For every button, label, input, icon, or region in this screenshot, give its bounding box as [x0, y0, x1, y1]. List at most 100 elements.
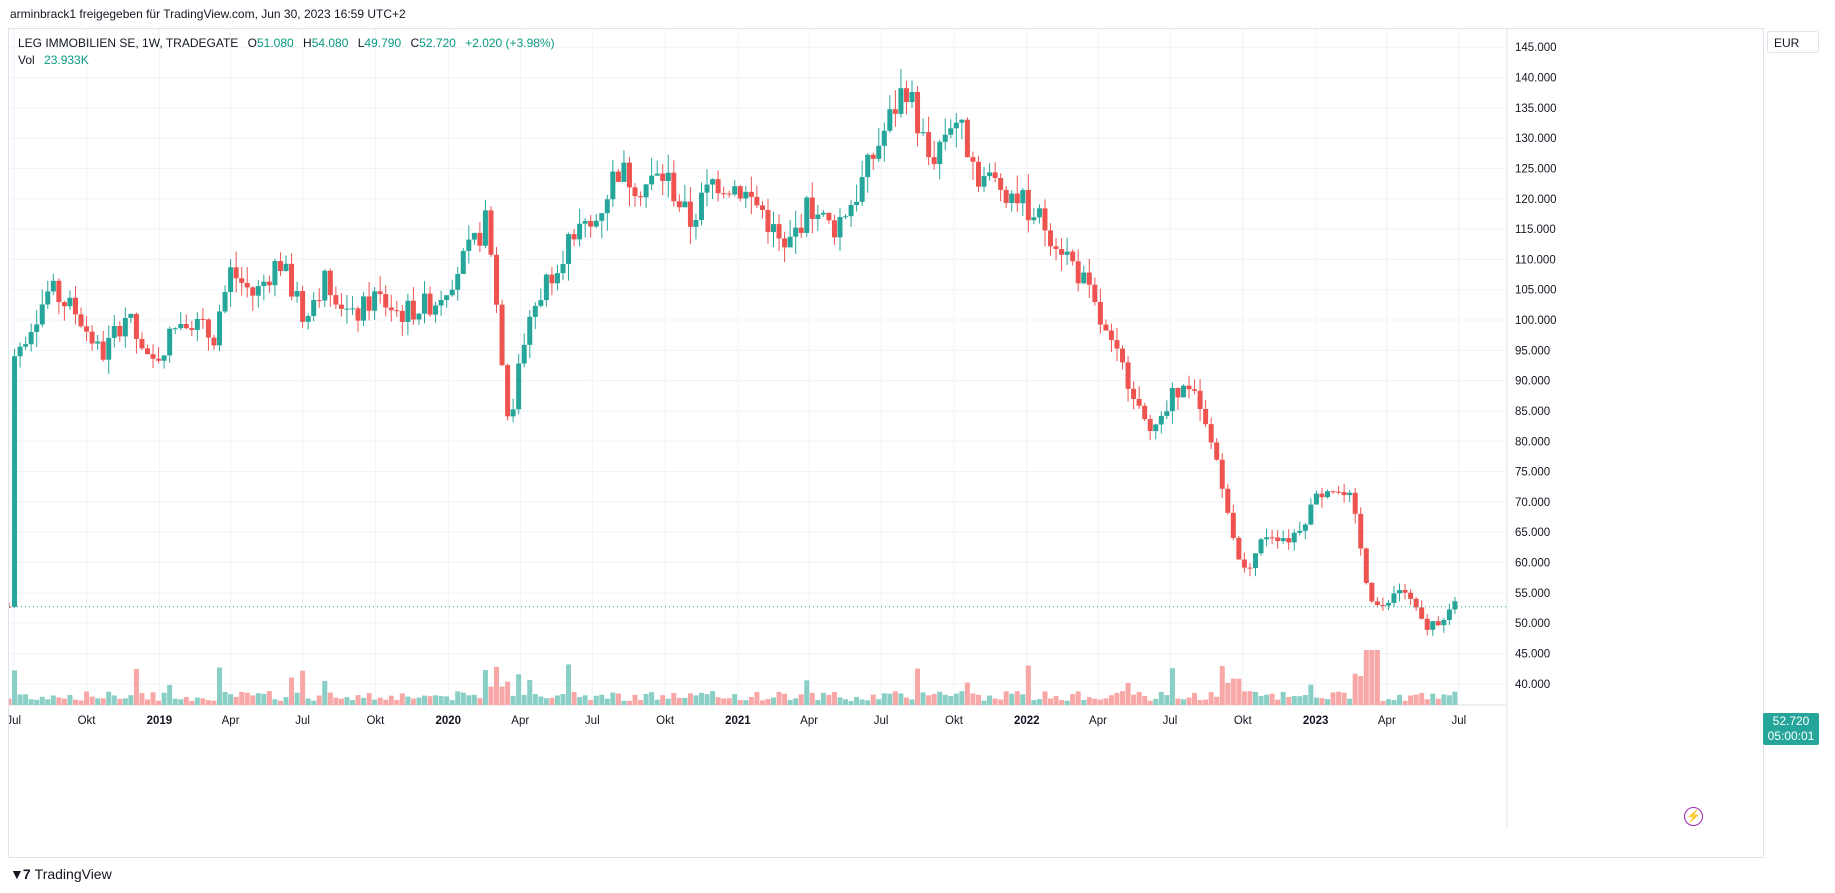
high-value: 54.080 [311, 36, 349, 50]
candle-body [649, 175, 655, 185]
candle-body [826, 212, 832, 221]
y-tick-label: 115.000 [1515, 224, 1556, 236]
candle-body [638, 196, 644, 198]
volume-bar [765, 699, 771, 705]
candle-body [471, 232, 477, 240]
y-tick-label: 40.000 [1515, 679, 1550, 691]
volume-bar [632, 694, 638, 705]
volume-bar [953, 693, 959, 705]
candle-body [250, 287, 256, 296]
volume-bar [1203, 699, 1209, 705]
candle-body [372, 291, 378, 311]
volume-bar [150, 692, 156, 705]
candle-body [194, 318, 200, 330]
chart-plot-area[interactable]: 40.000 45.000 50.000 55.000 60.000 65.000 70.0… [9, 29, 1763, 829]
candle-body [554, 273, 560, 284]
candle-body [903, 88, 909, 103]
candle-body [1192, 389, 1198, 391]
volume-bar [599, 694, 605, 705]
candle-body [732, 186, 738, 195]
candle-body [527, 316, 533, 345]
candle-body [981, 176, 987, 187]
volume-bar [887, 693, 893, 705]
volume-bar [721, 698, 727, 705]
volume-bar [1385, 699, 1391, 705]
volume-bar [1424, 699, 1430, 705]
candle-body [1153, 424, 1159, 432]
volume-bar [1059, 700, 1065, 705]
candle-body [45, 291, 51, 305]
volume-bar [1158, 691, 1164, 705]
candle-body [399, 310, 405, 322]
volume-bar [1020, 694, 1026, 705]
candle-body [787, 236, 793, 248]
candle-body [222, 292, 228, 312]
candle-body [460, 250, 466, 274]
candle-body [593, 220, 599, 227]
volume-bar [405, 696, 411, 705]
candle-body [582, 220, 588, 224]
candle-body [743, 191, 749, 199]
candle-body [1020, 190, 1026, 204]
volume-bar [638, 700, 644, 705]
candle-body [1241, 559, 1247, 568]
volume-bar [78, 700, 84, 705]
volume-bar [1247, 691, 1253, 705]
x-tick-label: Apr [1378, 715, 1396, 727]
volume-bar [388, 695, 394, 705]
candle-body [333, 295, 339, 305]
candle-body [349, 308, 355, 310]
candle-body [322, 270, 328, 301]
volume-bar [144, 699, 150, 705]
volume-bar [649, 692, 655, 705]
volume-bar [793, 698, 799, 705]
volume-bar [837, 697, 843, 705]
candle-body [1358, 513, 1364, 549]
candle-body [621, 162, 627, 182]
candle-body [798, 227, 804, 233]
candle-body [820, 212, 826, 215]
volume-bar [715, 697, 721, 705]
candle-body [161, 355, 167, 361]
candle-body [89, 331, 95, 344]
x-tick-label: Okt [656, 715, 675, 727]
volume-bar [272, 699, 278, 705]
close-label: C [410, 36, 420, 50]
candle-body [1446, 609, 1452, 620]
candle-body [239, 278, 245, 283]
volume-bar [50, 695, 56, 705]
candle-body [444, 295, 450, 300]
candle-body [1214, 442, 1220, 460]
lightning-icon[interactable]: ⚡ [1684, 807, 1703, 826]
volume-bar [1048, 698, 1054, 705]
open-value: 51.080 [256, 36, 294, 50]
candle-body [438, 299, 444, 306]
volume-bar [571, 691, 577, 705]
candle-body [516, 363, 522, 410]
volume-bar [798, 694, 804, 705]
candle-body [9, 606, 12, 608]
low-value: 49.790 [364, 36, 402, 50]
x-tick-label: 2022 [1014, 715, 1040, 727]
volume-bar [1269, 693, 1275, 705]
x-tick-label: Apr [511, 715, 529, 727]
candle-body [1147, 419, 1153, 432]
volume-bar [815, 700, 821, 705]
candle-body [577, 223, 583, 240]
volume-bar [1430, 693, 1436, 705]
candle-body [615, 171, 621, 182]
volume-bar [499, 686, 505, 705]
volume-bar [289, 677, 295, 705]
volume-bar [527, 680, 533, 705]
volume-bar [488, 686, 494, 705]
x-tick-label: 2020 [435, 715, 461, 727]
candlestick-chart[interactable]: 40.000 45.000 50.000 55.000 60.000 65.000 70.0… [9, 29, 1763, 829]
candle-body [300, 291, 306, 322]
candle-body [122, 317, 128, 337]
currency-selector[interactable]: EUR [1767, 31, 1819, 53]
symbol-name: LEG IMMOBILIEN SE, 1W, TRADEGATE [18, 36, 239, 50]
candle-body [1048, 230, 1054, 247]
y-tick-label: 140.000 [1515, 73, 1557, 85]
volume-value: 23.933K [44, 53, 89, 67]
volume-bar [266, 691, 272, 705]
